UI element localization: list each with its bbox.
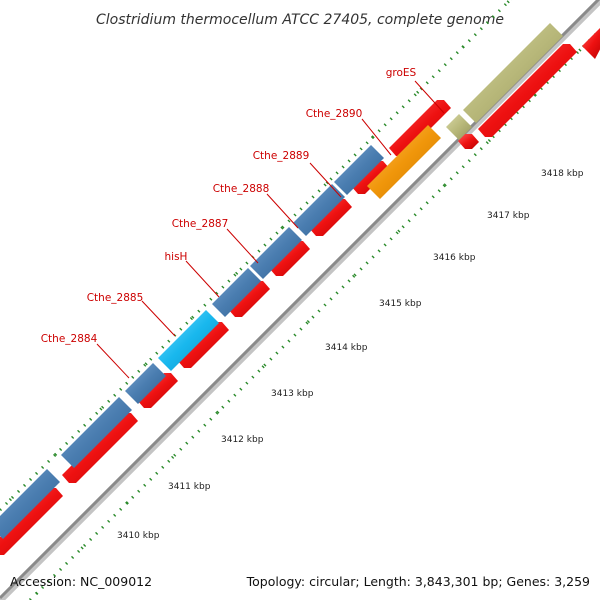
cds-arrow [458,134,479,149]
leader-line [141,300,176,337]
cds-arrow [351,161,390,194]
red-cds-track [0,44,577,555]
gene-block [582,28,600,59]
cds-arrow [0,488,63,555]
leader-line [309,162,342,198]
gene-block [463,23,563,123]
leader-line [414,80,445,114]
cds-arrow [62,413,138,483]
gene-block [158,310,219,371]
leader-line [226,228,259,264]
cds-arrow [389,100,451,156]
cds-arrow [309,199,352,236]
label-leader-lines [96,80,445,379]
leader-line [266,193,299,229]
kbp-tick-labels: 3410 kbp 3411 kbp 3412 kbp 3413 kbp 3414… [117,169,584,541]
cds-arrow [177,322,229,368]
map-title: Clostridium thermocellum ATCC 27405, com… [96,12,504,28]
gene-block [367,125,441,199]
gene-block [125,363,166,404]
kbp-tick-label: 3413 kbp [271,389,314,399]
cds-arrow [269,241,310,276]
genome-summary-text: Topology: circular; Length: 3,843,301 bp… [246,574,590,589]
gene-label: Cthe_2884 [41,333,98,345]
gene-label: Cthe_2890 [306,108,363,120]
gene-track [0,23,600,539]
kbp-tick-label: 3415 kbp [379,299,422,309]
gene-label: hisH [165,251,188,263]
gene-labels: Cthe_2884 Cthe_2885 hisH Cthe_2887 Cthe_… [41,67,417,345]
kbp-tick-label: 3418 kbp [541,169,584,179]
gene-block [250,227,302,279]
kbp-tick-label: 3416 kbp [433,253,476,263]
gene-block [334,145,384,195]
kbp-tick-label: 3411 kbp [168,482,211,492]
gene-label: Cthe_2887 [172,218,229,230]
cds-arrow [478,44,577,137]
kbp-tick-label: 3417 kbp [487,211,530,221]
gene-label: Cthe_2889 [253,150,310,162]
gene-label: Cthe_2885 [87,292,144,304]
leader-line [96,343,130,379]
leader-line [185,260,220,298]
leader-line [361,118,392,156]
gene-label: groES [386,67,417,79]
gene-block [446,114,472,140]
kbp-tick-label: 3412 kbp [221,435,264,445]
gene-block [212,268,261,317]
gene-block [293,184,345,236]
cds-arrow [228,281,270,317]
cds-arrow [137,373,178,408]
kbp-tick-label: 3414 kbp [325,343,368,353]
gene-block [61,397,132,468]
lower-dotted-tick [28,28,600,600]
accession-text: Accession: NC_009012 [10,574,152,589]
lower-tick-track [28,28,600,600]
gene-label: Cthe_2888 [213,183,270,195]
kbp-tick-label: 3410 kbp [117,531,160,541]
gene-block [0,469,60,539]
